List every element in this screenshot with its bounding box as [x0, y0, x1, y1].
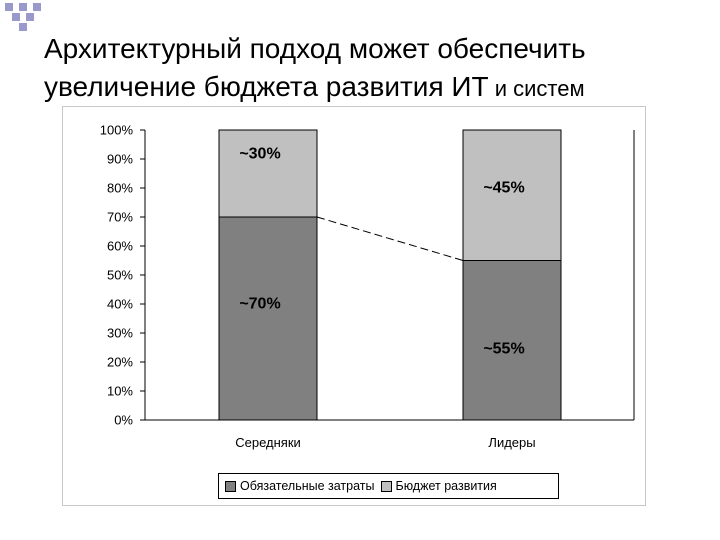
legend-label-development: Бюджет развития — [395, 479, 497, 493]
legend-swatch-development — [380, 480, 392, 492]
title-line-2-tail: и систем — [488, 76, 585, 101]
deco-square — [19, 3, 27, 11]
deco-square — [33, 3, 41, 11]
chart-legend: Обязательные затраты Бюджет развития — [218, 473, 559, 499]
title-line-2-main: увеличение бюджета развития ИТ — [44, 71, 489, 102]
legend-label-mandatory: Обязательные затраты — [240, 479, 375, 493]
slide-decoration — [5, 3, 41, 31]
deco-square — [12, 13, 20, 21]
deco-square — [26, 13, 34, 21]
legend-swatch-mandatory — [225, 480, 236, 492]
deco-square — [19, 23, 27, 31]
title-line-1: Архитектурный подход может обеспечить — [44, 33, 586, 64]
title-line-2: увеличение бюджета развития ИТ и систем — [44, 68, 704, 108]
slide-title: Архитектурный подход может обеспечить ув… — [44, 30, 704, 108]
chart-frame — [62, 106, 646, 506]
deco-square — [5, 3, 13, 11]
